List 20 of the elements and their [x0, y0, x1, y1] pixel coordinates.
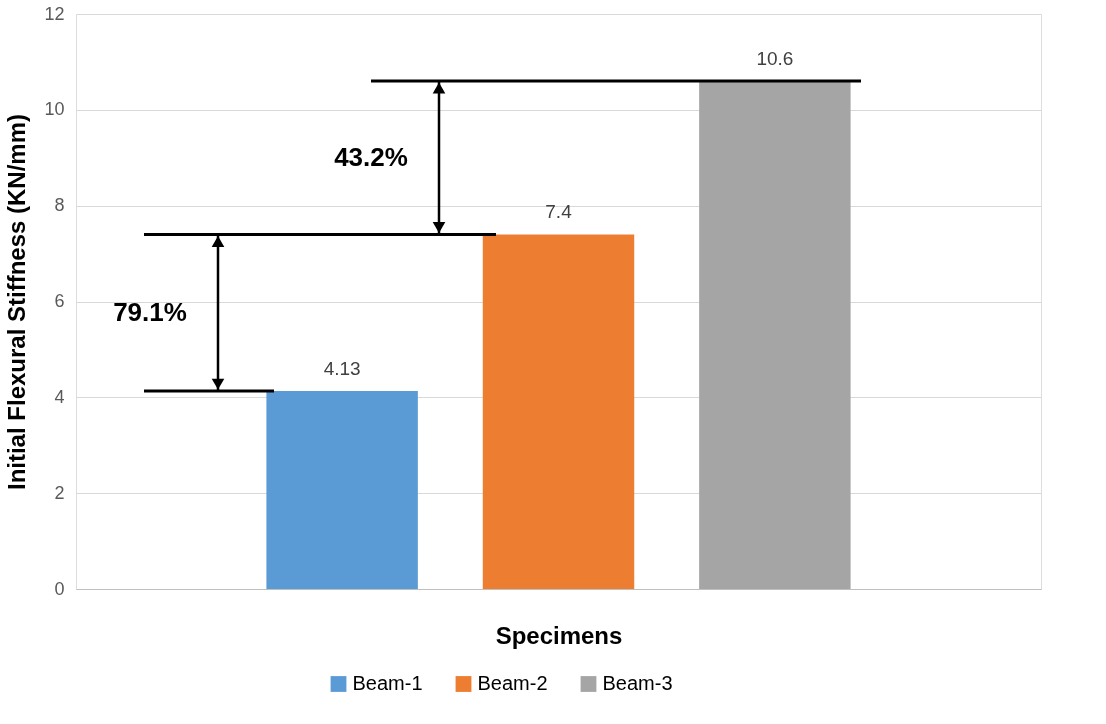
y-tick-label: 10 — [44, 99, 65, 120]
bar — [482, 234, 635, 589]
legend-label: Beam-3 — [602, 672, 673, 694]
y-tick-label: 6 — [54, 291, 65, 311]
legend-label: Beam-2 — [477, 672, 548, 694]
y-tick-label: 4 — [54, 386, 65, 407]
x-axis-title: Specimens — [495, 621, 623, 649]
y-tick-label: 12 — [44, 3, 65, 24]
y-tick-label: 2 — [54, 482, 65, 503]
annotation: 79.1% — [113, 296, 187, 327]
data-label: 7.4 — [545, 201, 573, 223]
data-label: 4.13 — [323, 358, 361, 380]
legend-label: Beam-1 — [352, 672, 423, 694]
y-tick-label: 0 — [54, 578, 65, 599]
bar — [699, 81, 851, 589]
annotation: 43.2% — [334, 141, 408, 172]
y-axis-title: Initial Flexural Stiffness (KN/mm) — [3, 113, 31, 491]
bar — [266, 391, 418, 589]
y-tick-label: 8 — [54, 195, 65, 216]
data-label: 10.6 — [756, 48, 794, 70]
